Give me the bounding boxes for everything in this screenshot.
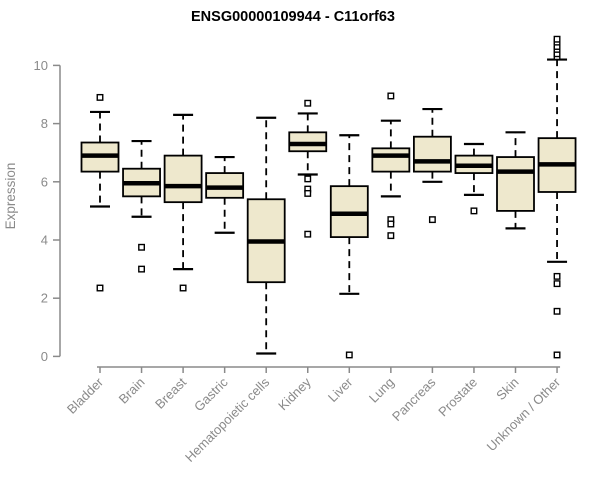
outlier-point — [179, 284, 187, 292]
y-tick-label-2: 2 — [41, 291, 48, 306]
outlier-point — [387, 92, 395, 100]
box-bladder — [80, 93, 120, 292]
y-tick-label-10: 10 — [34, 58, 48, 73]
iqr-box — [412, 135, 452, 173]
outlier-point — [553, 307, 561, 315]
outlier-point — [138, 265, 146, 273]
y-axis: 0 2 4 6 8 10 — [34, 58, 61, 364]
x-tick-label-brain: Brain — [116, 375, 148, 407]
outlier-point — [96, 93, 104, 101]
y-tick-label-6: 6 — [41, 174, 48, 189]
y-tick-label-4: 4 — [41, 233, 48, 248]
outlier-point — [387, 220, 395, 228]
chart-title: ENSG00000109944 - C11orf63 — [191, 9, 395, 25]
x-tick-label-gastric: Gastric — [191, 374, 231, 414]
y-tick-label-0: 0 — [41, 349, 48, 364]
outlier-point — [470, 207, 478, 215]
outlier-point — [553, 272, 561, 280]
boxplot-series — [80, 35, 577, 359]
x-tick-label-breast: Breast — [152, 374, 189, 411]
x-tick-label-pancreas: Pancreas — [389, 374, 439, 424]
outlier-point — [96, 284, 104, 292]
box-liver — [329, 134, 369, 359]
outlier-point — [138, 243, 146, 251]
outlier-point — [553, 35, 561, 43]
outlier-point — [428, 216, 436, 224]
iqr-box — [496, 156, 535, 212]
outlier-point — [387, 232, 395, 240]
box-prostate — [454, 142, 494, 215]
outlier-point — [304, 175, 312, 183]
x-tick-label-lung: Lung — [366, 375, 397, 406]
x-tick-label-skin: Skin — [493, 375, 521, 403]
box-brain — [122, 139, 161, 273]
box-pancreas — [412, 107, 452, 224]
x-tick-label-unknown-other: Unknown / Other — [484, 374, 564, 454]
y-tick-label-8: 8 — [41, 116, 48, 131]
y-axis-title: Expression — [3, 163, 18, 230]
x-tick-label-kidney: Kidney — [275, 374, 314, 413]
iqr-box — [163, 154, 203, 204]
x-tick-label-prostate: Prostate — [435, 375, 480, 420]
box-skin — [496, 131, 535, 230]
outlier-point — [304, 230, 312, 238]
box-gastric — [205, 155, 245, 234]
x-tick-label-bladder: Bladder — [64, 374, 107, 417]
box-kidney — [288, 99, 328, 238]
box-unknown-other — [537, 35, 577, 359]
outlier-point — [553, 351, 561, 359]
box-hematopoietic-cells — [246, 116, 286, 355]
outlier-point — [345, 351, 353, 359]
outlier-point — [553, 280, 561, 288]
box-breast — [163, 113, 203, 292]
x-tick-label-liver: Liver — [325, 374, 356, 405]
iqr-box — [371, 147, 411, 173]
box-lung — [371, 92, 411, 240]
outlier-point — [304, 189, 312, 197]
outlier-point — [304, 99, 312, 107]
